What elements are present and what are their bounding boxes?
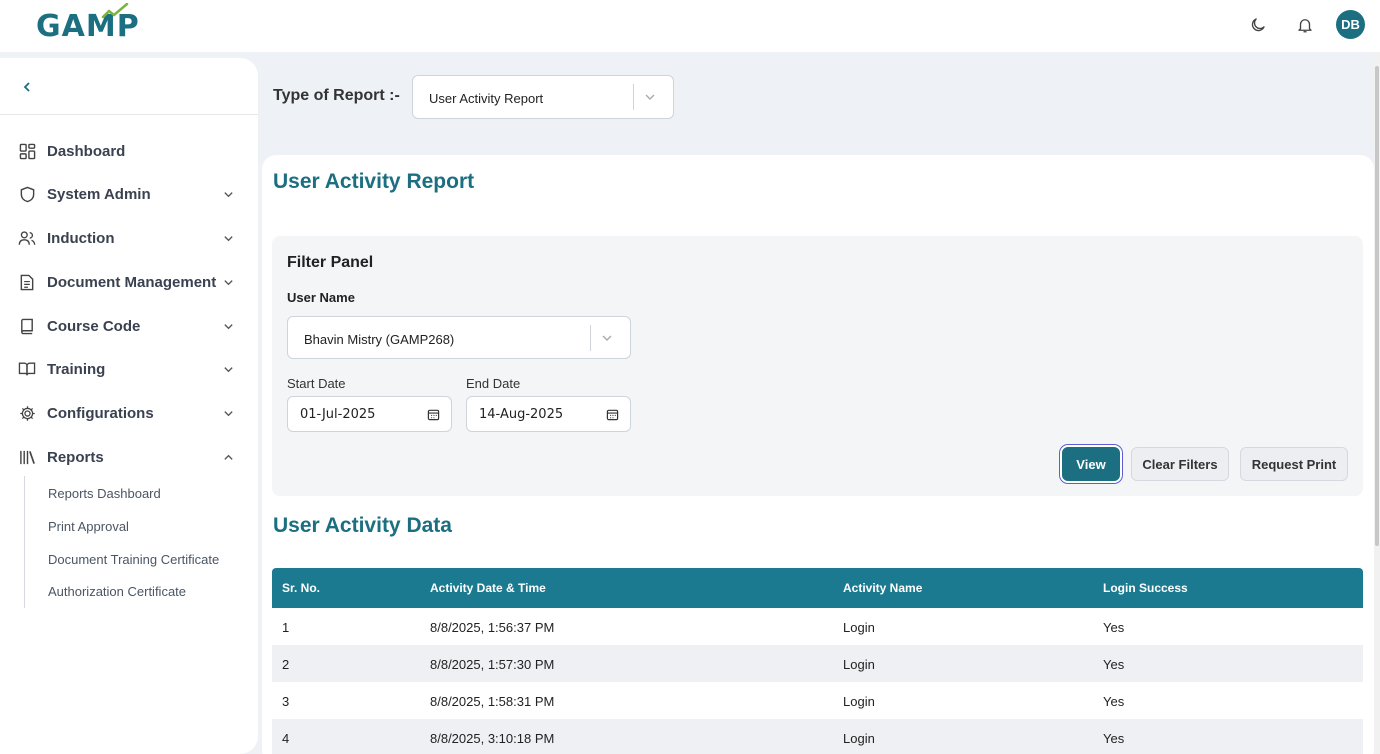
select-divider xyxy=(633,84,634,110)
calendar-icon[interactable] xyxy=(426,407,440,421)
report-type-value: User Activity Report xyxy=(429,91,544,106)
chevron-down-icon xyxy=(220,186,236,202)
page-title: User Activity Report xyxy=(273,170,475,193)
column-header[interactable]: Sr. No. xyxy=(282,581,321,595)
chevron-down-icon xyxy=(220,405,236,421)
start-date-input[interactable]: 01-Jul-2025 xyxy=(287,396,452,432)
sidebar-item-configurations[interactable]: Configurations xyxy=(0,395,258,431)
calendar-icon[interactable] xyxy=(605,407,619,421)
logo-check-icon xyxy=(101,3,129,19)
filter-panel-title: Filter Panel xyxy=(287,254,374,271)
shield-icon xyxy=(17,184,37,204)
cell-login-success: Yes xyxy=(1103,657,1125,672)
collapse-sidebar-icon[interactable] xyxy=(16,76,38,98)
start-date-value: 01-Jul-2025 xyxy=(300,407,376,422)
user-name-select[interactable]: Bhavin Mistry (GAMP268) xyxy=(287,316,631,359)
sidebar-item-label: System Admin xyxy=(47,185,151,203)
report-type-label: Type of Report :- xyxy=(273,87,400,104)
table-row[interactable]: 1 8/8/2025, 1:56:37 PM Login Yes xyxy=(272,608,1363,645)
cell-activity-name: Login xyxy=(843,694,875,709)
chevron-down-icon xyxy=(643,90,657,104)
sidebar-item-document-management[interactable]: Document Management xyxy=(0,264,258,300)
cell-activity-datetime: 8/8/2025, 1:58:31 PM xyxy=(430,694,555,709)
dashboard-icon xyxy=(17,141,37,161)
sidebar-item-reports[interactable]: Reports xyxy=(0,439,258,475)
cell-activity-name: Login xyxy=(843,657,875,672)
logo-text: GAMP xyxy=(36,9,140,44)
book-icon xyxy=(17,316,37,336)
sidebar-item-training[interactable]: Training xyxy=(0,351,258,387)
table-row[interactable]: 2 8/8/2025, 1:57:30 PM Login Yes xyxy=(272,645,1363,682)
table-row[interactable]: 4 8/8/2025, 3:10:18 PM Login Yes xyxy=(272,719,1363,754)
sidebar-item-label: Configurations xyxy=(47,404,154,422)
open-book-icon xyxy=(17,359,37,379)
user-name-label: User Name xyxy=(287,290,355,305)
request-print-button[interactable]: Request Print xyxy=(1240,447,1348,481)
cell-login-success: Yes xyxy=(1103,620,1125,635)
sidebar-item-course-code[interactable]: Course Code xyxy=(0,308,258,344)
cell-activity-name: Login xyxy=(843,620,875,635)
select-divider xyxy=(590,325,591,351)
notification-bell-icon[interactable] xyxy=(1292,12,1318,38)
subnav-print-approval[interactable]: Print Approval xyxy=(48,519,129,534)
column-header[interactable]: Activity Name xyxy=(843,581,923,595)
sidebar-item-dashboard[interactable]: Dashboard xyxy=(0,133,258,169)
sidebar-item-system-admin[interactable]: System Admin xyxy=(0,176,258,212)
chevron-down-icon xyxy=(220,361,236,377)
sidebar-item-label: Training xyxy=(47,360,106,378)
user-avatar[interactable]: DB xyxy=(1336,10,1365,39)
sidebar-divider xyxy=(0,114,258,115)
sidebar-item-induction[interactable]: Induction xyxy=(0,220,258,256)
start-date-label: Start Date xyxy=(287,376,346,391)
page-scrollbar-thumb[interactable] xyxy=(1375,66,1379,546)
dark-mode-icon[interactable] xyxy=(1245,12,1271,38)
subnav-reports-dashboard[interactable]: Reports Dashboard xyxy=(48,486,161,501)
report-type-select[interactable]: User Activity Report xyxy=(412,75,674,119)
cell-login-success: Yes xyxy=(1103,731,1125,746)
sidebar-item-label: Dashboard xyxy=(47,142,126,160)
end-date-value: 14-Aug-2025 xyxy=(479,407,564,422)
subnav-authorization-certificate[interactable]: Authorization Certificate xyxy=(48,584,187,599)
table-row[interactable]: 3 8/8/2025, 1:58:31 PM Login Yes xyxy=(272,682,1363,719)
cell-activity-datetime: 8/8/2025, 1:56:37 PM xyxy=(430,620,555,635)
cell-activity-datetime: 8/8/2025, 1:57:30 PM xyxy=(430,657,555,672)
document-icon xyxy=(17,272,37,292)
cell-sr-no: 1 xyxy=(282,620,290,635)
top-bar: GAMP DB xyxy=(0,0,1380,52)
reports-subnav-line xyxy=(24,476,25,608)
chevron-down-icon xyxy=(220,274,236,290)
column-header[interactable]: Activity Date & Time xyxy=(430,581,546,595)
end-date-label: End Date xyxy=(466,376,521,391)
cell-sr-no: 3 xyxy=(282,694,290,709)
sidebar-item-label: Course Code xyxy=(47,317,141,335)
cell-sr-no: 4 xyxy=(282,731,290,746)
chevron-down-icon xyxy=(220,318,236,334)
chevron-down-icon xyxy=(220,230,236,246)
clear-filters-button[interactable]: Clear Filters xyxy=(1131,447,1229,481)
view-button[interactable]: View xyxy=(1062,447,1120,481)
cell-activity-name: Login xyxy=(843,731,875,746)
users-icon xyxy=(17,228,37,248)
column-header[interactable]: Login Success xyxy=(1103,581,1188,595)
subnav-document-training-certificate[interactable]: Document Training Certificate xyxy=(48,552,220,567)
chevron-up-icon xyxy=(220,449,236,465)
end-date-input[interactable]: 14-Aug-2025 xyxy=(466,396,631,432)
cell-sr-no: 2 xyxy=(282,657,290,672)
library-icon xyxy=(17,447,37,467)
data-section-title: User Activity Data xyxy=(273,514,452,537)
cell-activity-datetime: 8/8/2025, 3:10:18 PM xyxy=(430,731,555,746)
sidebar-item-label: Induction xyxy=(47,229,115,247)
user-name-value: Bhavin Mistry (GAMP268) xyxy=(304,332,455,347)
cell-login-success: Yes xyxy=(1103,694,1125,709)
table-header: Sr. No. Activity Date & Time Activity Na… xyxy=(272,568,1363,608)
sidebar-item-label: Reports xyxy=(47,448,104,466)
sidebar: Dashboard System Admin Induction Documen… xyxy=(0,58,258,754)
gear-icon xyxy=(17,403,37,423)
gamp-logo[interactable]: GAMP xyxy=(36,3,140,44)
chevron-down-icon xyxy=(600,331,614,345)
sidebar-item-label: Document Management xyxy=(47,273,217,291)
